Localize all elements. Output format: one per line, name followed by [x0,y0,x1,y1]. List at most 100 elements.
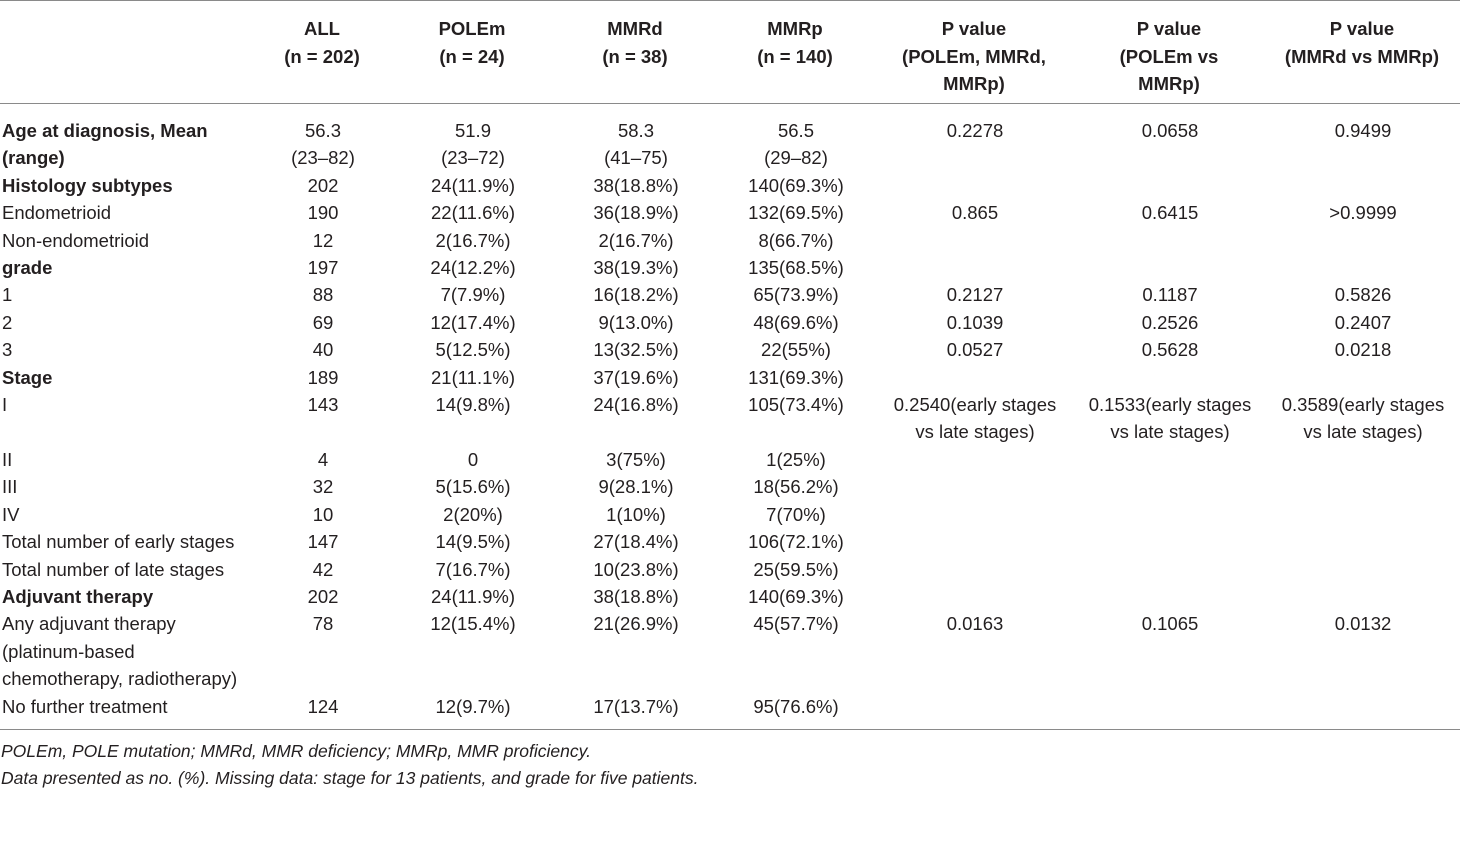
table-row: grade 197 24(12.2%) 38(19.3%) 135(68.5%) [0,254,1460,281]
table-cell: 105(73.4%) [748,394,844,416]
table-header: ALL (n = 202) POLEm (n = 24) MMRd (n = 38)… [0,0,1460,104]
table-cell: 24(12.2%) [430,257,516,279]
table-cell: 1(10%) [606,503,666,525]
table-cell: >0.9999 [1329,202,1397,224]
table-cell [1074,693,1264,730]
table-cell: 0.6415 [1141,202,1199,224]
row-label: III [2,476,18,498]
table-cell: 24(16.8%) [593,394,679,416]
header-cell: MMRd (n = 38) [554,0,716,104]
table-cell [874,254,1074,281]
table-cell: 5(12.5%) [435,339,511,361]
table-cell: 0.2127 [946,284,1004,306]
table-cell: 0.2278 [946,120,1004,141]
table-cell: 0.5826 [1334,284,1392,306]
table-cell: 51.9 (23–72) [441,120,505,169]
header-cell: P value (MMRd vs MMRp) [1264,0,1460,104]
table-cell [1074,172,1264,199]
table-cell [1074,556,1264,583]
table-cell: 0.3589(early stages vs late stages) [1281,394,1445,443]
table-cell [1264,501,1460,528]
table-cell [1264,227,1460,254]
table-cell [1074,446,1264,473]
table-footnotes: POLEm, POLE mutation; MMRd, MMR deficien… [0,738,1460,792]
table-cell: 10(23.8%) [593,558,679,580]
row-label: Endometrioid [2,202,112,224]
table-cell: 0.865 [951,202,999,224]
table-cell: 12(15.4%) [430,613,516,635]
footnote: Data presented as no. (%). Missing data:… [1,767,699,788]
table-cell: 56.5 (29–82) [764,120,828,169]
row-label: Total number of early stages [2,531,235,553]
row-label: 2 [2,311,13,333]
table-cell: 0.2526 [1141,311,1199,333]
table-cell [874,172,1074,199]
table-body: Age at diagnosis, Mean (range) 56.3 (23–8… [0,104,1460,730]
row-label: Adjuvant therapy [2,585,154,607]
table-cell [1074,473,1264,500]
table-cell: 0.2540(early stages vs late stages) [893,394,1057,443]
table-cell: 135(68.5%) [748,257,844,279]
table-cell: 3(75%) [606,448,666,470]
table-cell [1264,473,1460,500]
table-cell [874,501,1074,528]
table-cell: 7(7.9%) [440,284,506,306]
table-cell: 36(18.9%) [593,202,679,224]
table-cell [874,556,1074,583]
table-cell: 13(32.5%) [593,339,679,361]
table-cell: 0.1533(early stages vs late stages) [1088,394,1252,443]
footnote: POLEm, POLE mutation; MMRd, MMR deficien… [1,740,591,761]
table-cell [1264,528,1460,555]
table-cell: 12(9.7%) [435,695,511,717]
table-cell: 9(28.1%) [598,476,674,498]
table-row: Any adjuvant therapy (platinum-based che… [0,610,1460,692]
table-row: No further treatment 124 12(9.7%) 17(13.7%)… [0,693,1460,730]
table-cell: 37(19.6%) [593,366,679,388]
table-cell [1264,583,1460,610]
table-cell: 17(13.7%) [593,695,679,717]
table-cell: 2(16.7%) [598,229,674,251]
table-cell: 0.0658 [1141,120,1199,141]
table-cell [1264,693,1460,730]
table-cell: 202 [307,585,339,607]
table-cell: 4 [317,448,329,470]
table-row: I 143 14(9.8%) 24(16.8%) 105(73.4%) 0.2540(ea… [0,391,1460,446]
table-cell [874,364,1074,391]
table-cell: 24(11.9%) [431,174,515,196]
header-cell: MMRp (n = 140) [716,0,874,104]
table-cell: 69 [312,311,334,333]
table-cell: 14(9.8%) [435,394,511,416]
table-cell [874,446,1074,473]
table-row: 2 69 12(17.4%) 9(13.0%) 48(69.6%) 0.1039 0.252… [0,309,1460,336]
header-cell-label [0,0,254,104]
table-cell [1074,583,1264,610]
table-cell: 38(18.8%) [593,585,679,607]
table-cell: 48(69.6%) [753,311,839,333]
table-cell: 5(15.6%) [435,476,511,498]
table-cell: 131(69.3%) [748,366,844,388]
table-cell: 0.5628 [1141,339,1199,361]
table-cell [1264,556,1460,583]
table-row: 1 88 7(7.9%) 16(18.2%) 65(73.9%) 0.2127 0.1187… [0,281,1460,308]
table-cell: 0.9499 [1334,120,1392,141]
table-cell [874,473,1074,500]
header-cell: P value (POLEm vs MMRp) [1074,0,1264,104]
table-cell: 2(20%) [443,503,503,525]
table-cell: 0.0527 [946,339,1004,361]
row-label: 1 [2,284,13,306]
table-cell: 58.3 (41–75) [604,120,668,169]
header-row: ALL (n = 202) POLEm (n = 24) MMRd (n = 38)… [0,0,1460,104]
row-label: Non-endometrioid [2,229,150,251]
table-cell: 124 [307,695,339,717]
table-cell: 106(72.1%) [748,531,844,553]
table-cell: 189 [307,366,339,388]
table-row: Non-endometrioid 12 2(16.7%) 2(16.7%) 8(66.7… [0,227,1460,254]
header-cell: P value (POLEm, MMRd, MMRp) [874,0,1074,104]
table-cell [874,693,1074,730]
table-cell: 0.1187 [1142,284,1198,306]
table-row: Age at diagnosis, Mean (range) 56.3 (23–8… [0,104,1460,172]
table-cell: 12 [312,229,334,251]
table-cell [1264,254,1460,281]
table-cell: 24(11.9%) [431,585,515,607]
table-cell: 22(55%) [761,339,831,361]
